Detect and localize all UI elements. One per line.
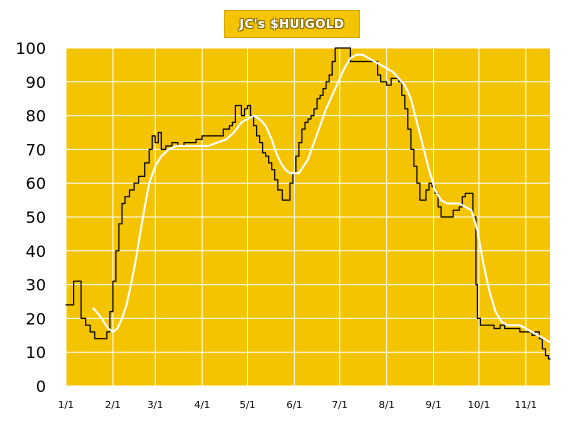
x-tick-label: 7/1	[332, 400, 348, 411]
x-tick-label: 11/1	[515, 400, 537, 411]
axis-layer: 0 10 20 30 40 50 60 70 80 90 100 1/1 2/1 3/1 4/1 5/1 6/1…	[15, 39, 550, 411]
y-tick-label: 0	[36, 377, 46, 396]
x-tick-label: 9/1	[425, 400, 441, 411]
chart-title: JC's $HUIGOLD	[224, 10, 360, 38]
y-tick-label: 80	[26, 107, 46, 126]
y-tick-label: 10	[26, 343, 46, 362]
grid-layer	[65, 47, 550, 387]
y-tick-label: 90	[26, 73, 46, 92]
y-tick-label: 40	[26, 242, 46, 261]
x-tick-label: 5/1	[239, 400, 255, 411]
moving-average-line	[92, 53, 551, 344]
y-tick-label: 50	[26, 208, 46, 227]
price-step-line	[65, 47, 551, 360]
x-tick-label: 4/1	[194, 400, 210, 411]
x-tick-label: 3/1	[147, 400, 163, 411]
y-tick-label: 100	[15, 39, 46, 58]
x-tick-label: 1/1	[58, 400, 74, 411]
x-tick-label: 10/1	[468, 400, 490, 411]
series-layer	[65, 47, 551, 360]
y-tick-label: 70	[26, 140, 46, 159]
x-tick-label: 6/1	[286, 400, 302, 411]
x-tick-label: 8/1	[379, 400, 395, 411]
y-tick-label: 20	[26, 309, 46, 328]
x-tick-label: 2/1	[105, 400, 121, 411]
y-tick-label: 30	[26, 276, 46, 295]
y-tick-label: 60	[26, 174, 46, 193]
